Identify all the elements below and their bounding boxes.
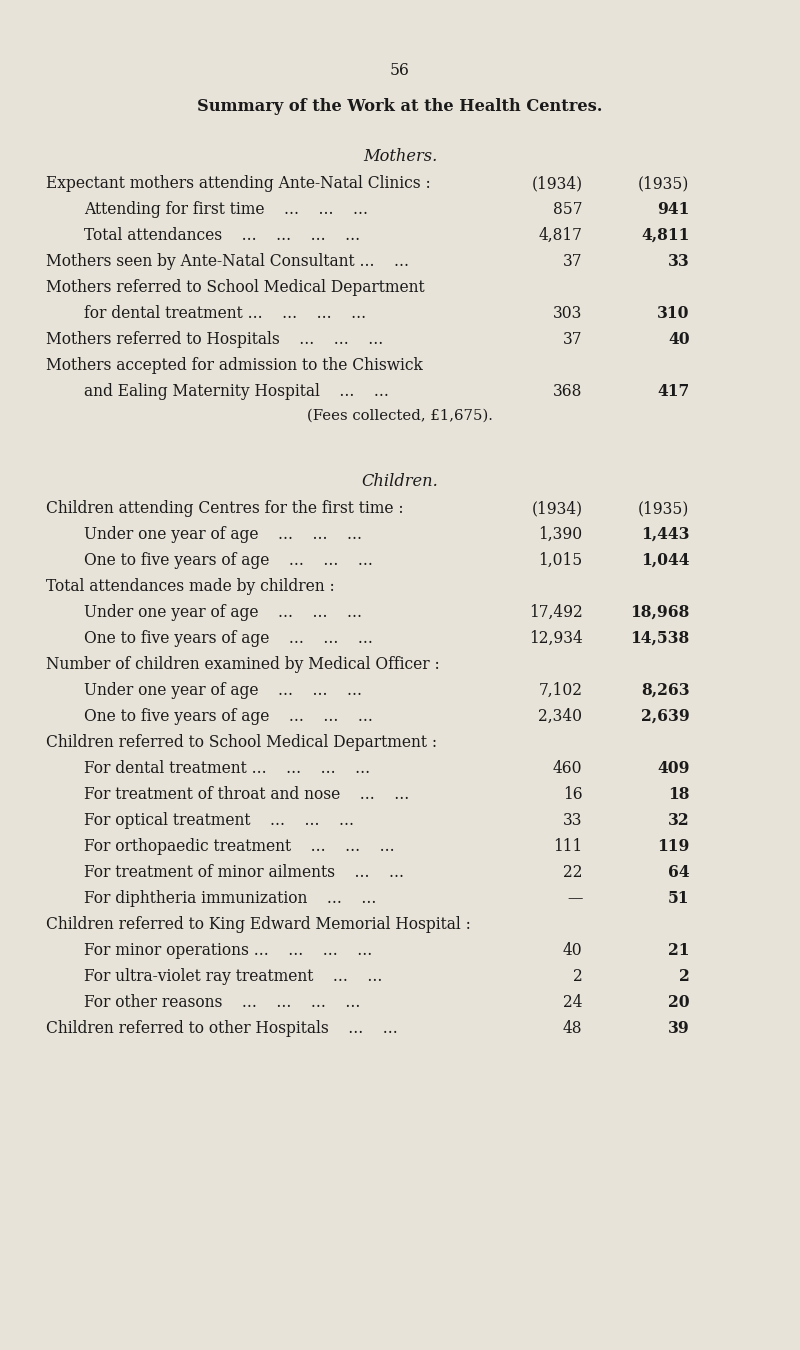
Text: 417: 417 — [658, 383, 690, 400]
Text: Mothers referred to Hospitals    ...    ...    ...: Mothers referred to Hospitals ... ... ..… — [46, 331, 384, 348]
Text: Children referred to School Medical Department :: Children referred to School Medical Depa… — [46, 734, 438, 751]
Text: 39: 39 — [668, 1021, 690, 1037]
Text: 24: 24 — [563, 994, 582, 1011]
Text: Total attendances made by children :: Total attendances made by children : — [46, 578, 335, 595]
Text: 1,015: 1,015 — [538, 552, 582, 568]
Text: Under one year of age    ...    ...    ...: Under one year of age ... ... ... — [84, 682, 362, 699]
Text: 2: 2 — [679, 968, 690, 986]
Text: for dental treatment ...    ...    ...    ...: for dental treatment ... ... ... ... — [84, 305, 366, 323]
Text: Mothers referred to School Medical Department: Mothers referred to School Medical Depar… — [46, 279, 425, 296]
Text: Mothers.: Mothers. — [363, 148, 437, 165]
Text: Under one year of age    ...    ...    ...: Under one year of age ... ... ... — [84, 526, 362, 543]
Text: (1935): (1935) — [638, 176, 690, 192]
Text: (1934): (1934) — [531, 500, 582, 517]
Text: Children referred to other Hospitals    ...    ...: Children referred to other Hospitals ...… — [46, 1021, 398, 1037]
Text: Children.: Children. — [362, 472, 438, 490]
Text: 37: 37 — [563, 252, 582, 270]
Text: 22: 22 — [563, 864, 582, 882]
Text: 32: 32 — [668, 811, 690, 829]
Text: For optical treatment    ...    ...    ...: For optical treatment ... ... ... — [84, 811, 354, 829]
Text: 56: 56 — [390, 62, 410, 80]
Text: Summary of the Work at the Health Centres.: Summary of the Work at the Health Centre… — [198, 99, 602, 115]
Text: For orthopaedic treatment    ...    ...    ...: For orthopaedic treatment ... ... ... — [84, 838, 394, 855]
Text: 303: 303 — [553, 305, 582, 323]
Text: 37: 37 — [563, 331, 582, 348]
Text: Number of children examined by Medical Officer :: Number of children examined by Medical O… — [46, 656, 440, 674]
Text: 18: 18 — [668, 786, 690, 803]
Text: 1,390: 1,390 — [538, 526, 582, 543]
Text: Children attending Centres for the first time :: Children attending Centres for the first… — [46, 500, 404, 517]
Text: For treatment of minor ailments    ...    ...: For treatment of minor ailments ... ... — [84, 864, 404, 882]
Text: 310: 310 — [657, 305, 690, 323]
Text: 8,263: 8,263 — [641, 682, 690, 699]
Text: Mothers accepted for admission to the Chiswick: Mothers accepted for admission to the Ch… — [46, 356, 423, 374]
Text: —: — — [567, 890, 582, 907]
Text: 40: 40 — [668, 331, 690, 348]
Text: 18,968: 18,968 — [630, 603, 690, 621]
Text: 33: 33 — [563, 811, 582, 829]
Text: 14,538: 14,538 — [630, 630, 690, 647]
Text: One to five years of age    ...    ...    ...: One to five years of age ... ... ... — [84, 552, 373, 568]
Text: 17,492: 17,492 — [529, 603, 582, 621]
Text: 33: 33 — [668, 252, 690, 270]
Text: Attending for first time    ...    ...    ...: Attending for first time ... ... ... — [84, 201, 368, 217]
Text: 20: 20 — [668, 994, 690, 1011]
Text: For ultra-violet ray treatment    ...    ...: For ultra-violet ray treatment ... ... — [84, 968, 382, 986]
Text: 48: 48 — [563, 1021, 582, 1037]
Text: Children referred to King Edward Memorial Hospital :: Children referred to King Edward Memoria… — [46, 917, 471, 933]
Text: 857: 857 — [553, 201, 582, 217]
Text: 1,044: 1,044 — [641, 552, 690, 568]
Text: 4,811: 4,811 — [642, 227, 690, 244]
Text: 4,817: 4,817 — [538, 227, 582, 244]
Text: For diphtheria immunization    ...    ...: For diphtheria immunization ... ... — [84, 890, 376, 907]
Text: 12,934: 12,934 — [529, 630, 582, 647]
Text: (1934): (1934) — [531, 176, 582, 192]
Text: 16: 16 — [562, 786, 582, 803]
Text: Expectant mothers attending Ante-Natal Clinics :: Expectant mothers attending Ante-Natal C… — [46, 176, 431, 192]
Text: One to five years of age    ...    ...    ...: One to five years of age ... ... ... — [84, 630, 373, 647]
Text: Total attendances    ...    ...    ...    ...: Total attendances ... ... ... ... — [84, 227, 360, 244]
Text: For other reasons    ...    ...    ...    ...: For other reasons ... ... ... ... — [84, 994, 360, 1011]
Text: For dental treatment ...    ...    ...    ...: For dental treatment ... ... ... ... — [84, 760, 370, 778]
Text: 409: 409 — [657, 760, 690, 778]
Text: For minor operations ...    ...    ...    ...: For minor operations ... ... ... ... — [84, 942, 372, 958]
Text: 2,639: 2,639 — [641, 707, 690, 725]
Text: 51: 51 — [668, 890, 690, 907]
Text: 21: 21 — [668, 942, 690, 958]
Text: 2,340: 2,340 — [538, 707, 582, 725]
Text: 2: 2 — [573, 968, 582, 986]
Text: 40: 40 — [562, 942, 582, 958]
Text: 1,443: 1,443 — [641, 526, 690, 543]
Text: One to five years of age    ...    ...    ...: One to five years of age ... ... ... — [84, 707, 373, 725]
Text: Under one year of age    ...    ...    ...: Under one year of age ... ... ... — [84, 603, 362, 621]
Text: 7,102: 7,102 — [538, 682, 582, 699]
Text: (Fees collected, £1,675).: (Fees collected, £1,675). — [307, 409, 493, 423]
Text: 64: 64 — [668, 864, 690, 882]
Text: and Ealing Maternity Hospital    ...    ...: and Ealing Maternity Hospital ... ... — [84, 383, 389, 400]
Text: 111: 111 — [553, 838, 582, 855]
Text: 368: 368 — [553, 383, 582, 400]
Text: 460: 460 — [553, 760, 582, 778]
Text: 119: 119 — [658, 838, 690, 855]
Text: For treatment of throat and nose    ...    ...: For treatment of throat and nose ... ... — [84, 786, 410, 803]
Text: (1935): (1935) — [638, 500, 690, 517]
Text: Mothers seen by Ante-Natal Consultant ...    ...: Mothers seen by Ante-Natal Consultant ..… — [46, 252, 410, 270]
Text: 941: 941 — [658, 201, 690, 217]
